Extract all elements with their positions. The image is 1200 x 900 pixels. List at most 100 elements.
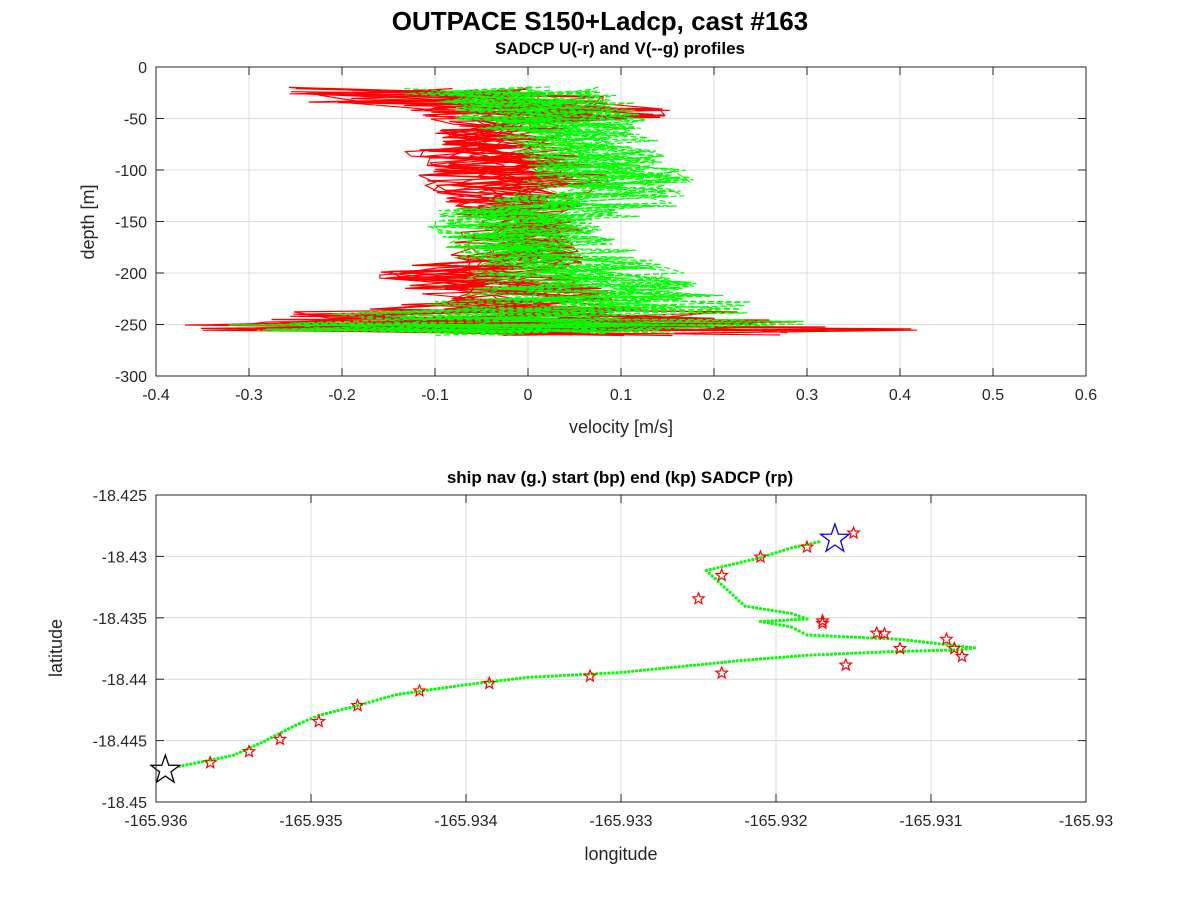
nav-dot <box>499 679 503 683</box>
x-tick-label: -0.1 <box>421 387 449 404</box>
nav-dot <box>406 691 410 695</box>
nav-dot <box>720 565 724 569</box>
nav-dot <box>273 734 277 738</box>
nav-dot <box>797 654 801 658</box>
nav-ylabel: latitude <box>46 619 66 677</box>
v-profile-line <box>434 86 774 332</box>
nav-dot <box>627 670 631 674</box>
nav-chart: ship nav (g.) start (bp) end (kp) SADCP … <box>46 468 1113 864</box>
nav-dot <box>961 644 965 649</box>
nav-dot <box>200 760 205 764</box>
nav-dot <box>789 654 794 659</box>
nav-dot <box>518 676 522 680</box>
nav-dot <box>383 696 387 700</box>
nav-dot <box>704 662 708 666</box>
nav-dot <box>866 651 870 655</box>
nav-dot <box>707 571 711 575</box>
nav-dot <box>252 744 256 748</box>
y-tick-label: -250 <box>115 318 147 335</box>
nav-dot <box>866 636 870 640</box>
nav-dot <box>340 707 344 712</box>
nav-dot <box>603 671 607 675</box>
nav-dot <box>464 683 468 687</box>
nav-dot <box>935 648 940 653</box>
profile-xticks: -0.4 -0.3 -0.2 -0.1 0 0.1 0.2 0.3 0.4 0.5 0.6 <box>142 67 1097 404</box>
nav-dot <box>813 653 817 657</box>
nav-dot <box>390 694 394 698</box>
nav-dot <box>931 648 935 653</box>
sadcp-star-marker <box>753 549 768 564</box>
nav-dot <box>623 670 627 674</box>
nav-dot <box>911 649 915 653</box>
nav-dot <box>805 617 809 621</box>
figure-title: OUTPACE S150+Ladcp, cast #163 <box>392 6 808 36</box>
x-tick-label: -165.931 <box>899 813 962 830</box>
sadcp-star-marker <box>877 626 892 640</box>
nav-dot <box>309 717 313 721</box>
nav-dot <box>782 610 786 614</box>
nav-dot <box>437 686 441 691</box>
nav-dot <box>305 718 309 722</box>
nav-chart-title: ship nav (g.) start (bp) end (kp) SADCP … <box>447 468 793 487</box>
nav-dot <box>713 577 717 581</box>
nav-dot <box>460 683 464 687</box>
nav-dot <box>468 682 472 686</box>
nav-dot <box>611 671 615 675</box>
nav-dot <box>231 753 236 757</box>
nav-dot <box>534 675 538 679</box>
sadcp-star-marker <box>838 657 854 672</box>
x-tick-label: -165.935 <box>279 813 342 830</box>
nav-dot <box>739 658 743 663</box>
nav-dot <box>833 652 838 656</box>
y-tick-label: 0 <box>138 60 147 77</box>
nav-dot <box>262 739 267 743</box>
nav-dot <box>181 764 185 768</box>
profile-chart-title: SADCP U(-r) and V(--g) profiles <box>495 39 745 58</box>
x-tick-label: -0.2 <box>328 387 356 404</box>
nav-dot <box>782 548 786 552</box>
x-tick-label: -165.932 <box>744 813 807 830</box>
nav-dot <box>619 670 623 675</box>
nav-dot <box>778 618 782 623</box>
nav-dot <box>495 679 499 683</box>
nav-dot <box>503 678 507 682</box>
nav-dot <box>259 741 263 745</box>
nav-dot <box>425 688 429 692</box>
nav-dot <box>579 673 583 677</box>
nav-dot <box>402 691 406 696</box>
nav-dot <box>743 559 747 563</box>
nav-dot <box>829 652 834 656</box>
nav-dot <box>720 660 724 665</box>
x-tick-label: -0.3 <box>235 387 263 404</box>
sadcp-star-marker <box>241 744 257 758</box>
nav-dot <box>293 723 298 727</box>
nav-dot <box>724 660 728 664</box>
nav-dot <box>923 649 927 653</box>
sadcp-star-marker <box>481 675 497 690</box>
sadcp-star-marker <box>691 591 706 605</box>
nav-dot <box>538 675 542 679</box>
nav-dot <box>734 596 738 600</box>
nav-dot <box>793 613 798 617</box>
nav-dot <box>797 544 801 548</box>
nav-dot <box>708 662 712 666</box>
nav-dot <box>321 712 325 717</box>
nav-dot <box>363 701 367 706</box>
nav-dot <box>801 616 805 620</box>
y-tick-label: -50 <box>124 112 147 129</box>
nav-dot <box>631 669 635 673</box>
nav-dot <box>562 673 567 678</box>
sadcp-star-marker <box>815 615 830 630</box>
sadcp-star-marker <box>350 697 365 712</box>
nav-dot <box>689 663 693 668</box>
nav-dot <box>793 618 798 622</box>
nav-dot <box>786 547 790 551</box>
nav-dot <box>522 676 526 680</box>
nav-dot <box>570 673 575 677</box>
nav-dot <box>846 651 850 656</box>
nav-dot <box>758 657 763 661</box>
nav-dot <box>615 671 619 675</box>
sadcp-star-marker <box>714 567 730 582</box>
nav-dot <box>328 710 332 715</box>
nav-dot <box>825 634 829 638</box>
